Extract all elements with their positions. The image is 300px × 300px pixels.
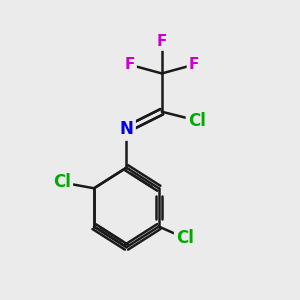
Text: N: N <box>119 120 134 138</box>
Text: F: F <box>157 34 167 49</box>
Text: Cl: Cl <box>176 229 194 247</box>
Text: Cl: Cl <box>53 173 70 191</box>
Text: F: F <box>189 57 200 72</box>
Text: F: F <box>124 57 135 72</box>
Text: Cl: Cl <box>188 112 206 130</box>
